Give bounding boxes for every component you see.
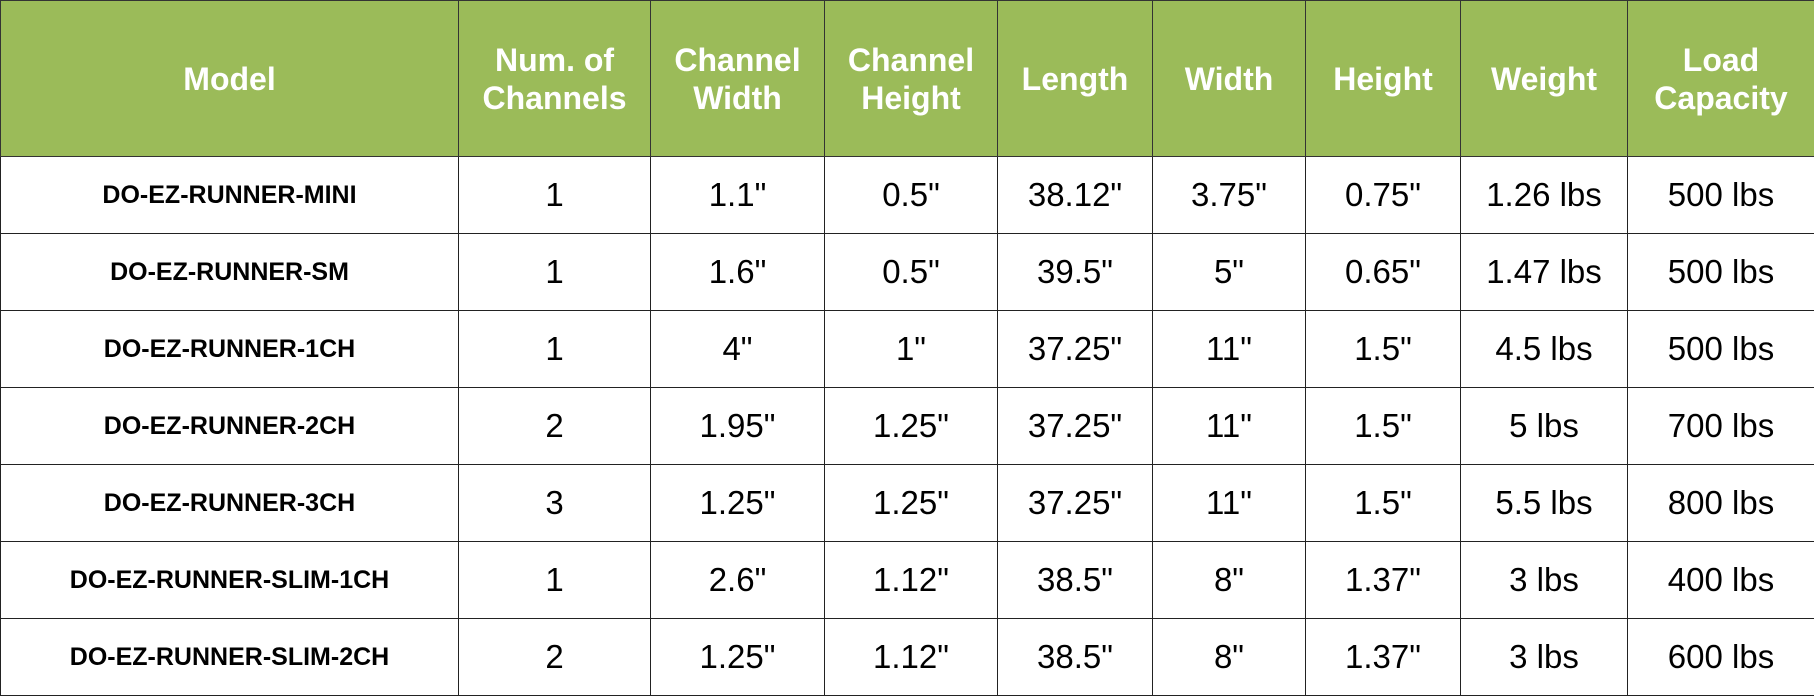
cell-width: 11" bbox=[1152, 464, 1306, 542]
cell-channel-width: 1.25" bbox=[650, 618, 825, 696]
cell-height: 1.5" bbox=[1305, 310, 1461, 388]
cell-channel-width: 1.95" bbox=[650, 387, 825, 465]
column-header-num-channels: Num. of Channels bbox=[458, 0, 651, 157]
cell-weight: 1.26 lbs bbox=[1460, 156, 1628, 234]
cell-load-capacity: 600 lbs bbox=[1627, 618, 1814, 696]
cell-length: 38.5" bbox=[997, 618, 1153, 696]
cell-model: DO-EZ-RUNNER-SLIM-2CH bbox=[0, 618, 459, 696]
cell-channel-width: 1.25" bbox=[650, 464, 825, 542]
cell-length: 38.5" bbox=[997, 541, 1153, 619]
table-row: DO-EZ-RUNNER-MINI 1 1.1" 0.5" 38.12" 3.75" 0.7… bbox=[0, 156, 1814, 234]
cell-model: DO-EZ-RUNNER-MINI bbox=[0, 156, 459, 234]
cell-num-channels: 3 bbox=[458, 464, 651, 542]
column-header-length: Length bbox=[997, 0, 1153, 157]
cell-width: 11" bbox=[1152, 310, 1306, 388]
cell-length: 38.12" bbox=[997, 156, 1153, 234]
table-row: DO-EZ-RUNNER-3CH 3 1.25" 1.25" 37.25" 11" 1.5"… bbox=[0, 464, 1814, 542]
cell-channel-height: 1.12" bbox=[824, 541, 998, 619]
cell-model: DO-EZ-RUNNER-SLIM-1CH bbox=[0, 541, 459, 619]
cell-length: 39.5" bbox=[997, 233, 1153, 311]
cell-model: DO-EZ-RUNNER-1CH bbox=[0, 310, 459, 388]
cell-model: DO-EZ-RUNNER-2CH bbox=[0, 387, 459, 465]
cell-load-capacity: 800 lbs bbox=[1627, 464, 1814, 542]
column-header-channel-width: Channel Width bbox=[650, 0, 825, 157]
cell-model: DO-EZ-RUNNER-SM bbox=[0, 233, 459, 311]
cell-num-channels: 2 bbox=[458, 618, 651, 696]
cell-height: 0.75" bbox=[1305, 156, 1461, 234]
cell-weight: 5.5 lbs bbox=[1460, 464, 1628, 542]
cell-channel-height: 0.5" bbox=[824, 233, 998, 311]
cell-length: 37.25" bbox=[997, 310, 1153, 388]
table-row: DO-EZ-RUNNER-SLIM-1CH 1 2.6" 1.12" 38.5" 8" 1.… bbox=[0, 541, 1814, 619]
cell-load-capacity: 500 lbs bbox=[1627, 233, 1814, 311]
table-row: DO-EZ-RUNNER-SM 1 1.6" 0.5" 39.5" 5" 0.65" 1.47… bbox=[0, 233, 1814, 311]
cell-channel-height: 1.25" bbox=[824, 464, 998, 542]
column-header-weight: Weight bbox=[1460, 0, 1628, 157]
cell-weight: 5 lbs bbox=[1460, 387, 1628, 465]
cell-load-capacity: 700 lbs bbox=[1627, 387, 1814, 465]
cell-length: 37.25" bbox=[997, 387, 1153, 465]
cell-num-channels: 2 bbox=[458, 387, 651, 465]
cell-height: 1.5" bbox=[1305, 387, 1461, 465]
cell-width: 11" bbox=[1152, 387, 1306, 465]
cell-channel-width: 4" bbox=[650, 310, 825, 388]
cell-channel-width: 1.1" bbox=[650, 156, 825, 234]
cell-length: 37.25" bbox=[997, 464, 1153, 542]
cell-weight: 3 lbs bbox=[1460, 541, 1628, 619]
cell-height: 0.65" bbox=[1305, 233, 1461, 311]
column-header-width: Width bbox=[1152, 0, 1306, 157]
cell-weight: 1.47 lbs bbox=[1460, 233, 1628, 311]
cell-load-capacity: 500 lbs bbox=[1627, 156, 1814, 234]
column-header-channel-height: Channel Height bbox=[824, 0, 998, 157]
table-row: DO-EZ-RUNNER-1CH 1 4" 1" 37.25" 11" 1.5" 4.5 lb… bbox=[0, 310, 1814, 388]
cell-model: DO-EZ-RUNNER-3CH bbox=[0, 464, 459, 542]
header-row: Model Num. of Channels Channel Width Channe… bbox=[0, 0, 1814, 157]
cell-width: 5" bbox=[1152, 233, 1306, 311]
cell-num-channels: 1 bbox=[458, 233, 651, 311]
column-header-height: Height bbox=[1305, 0, 1461, 157]
cell-channel-width: 2.6" bbox=[650, 541, 825, 619]
cell-height: 1.37" bbox=[1305, 541, 1461, 619]
cell-weight: 4.5 lbs bbox=[1460, 310, 1628, 388]
cell-channel-height: 1.12" bbox=[824, 618, 998, 696]
cell-weight: 3 lbs bbox=[1460, 618, 1628, 696]
cell-width: 8" bbox=[1152, 618, 1306, 696]
table-row: DO-EZ-RUNNER-2CH 2 1.95" 1.25" 37.25" 11" 1.5"… bbox=[0, 387, 1814, 465]
table-row: DO-EZ-RUNNER-SLIM-2CH 2 1.25" 1.12" 38.5" 8" 1… bbox=[0, 618, 1814, 696]
cell-num-channels: 1 bbox=[458, 310, 651, 388]
column-header-load-capacity: Load Capacity bbox=[1627, 0, 1814, 157]
cell-width: 3.75" bbox=[1152, 156, 1306, 234]
column-header-model: Model bbox=[0, 0, 459, 157]
cell-channel-height: 1" bbox=[824, 310, 998, 388]
cell-channel-width: 1.6" bbox=[650, 233, 825, 311]
cell-load-capacity: 500 lbs bbox=[1627, 310, 1814, 388]
cell-height: 1.37" bbox=[1305, 618, 1461, 696]
cell-num-channels: 1 bbox=[458, 156, 651, 234]
cell-height: 1.5" bbox=[1305, 464, 1461, 542]
cell-width: 8" bbox=[1152, 541, 1306, 619]
cell-channel-height: 0.5" bbox=[824, 156, 998, 234]
cell-load-capacity: 400 lbs bbox=[1627, 541, 1814, 619]
cell-channel-height: 1.25" bbox=[824, 387, 998, 465]
cell-num-channels: 1 bbox=[458, 541, 651, 619]
